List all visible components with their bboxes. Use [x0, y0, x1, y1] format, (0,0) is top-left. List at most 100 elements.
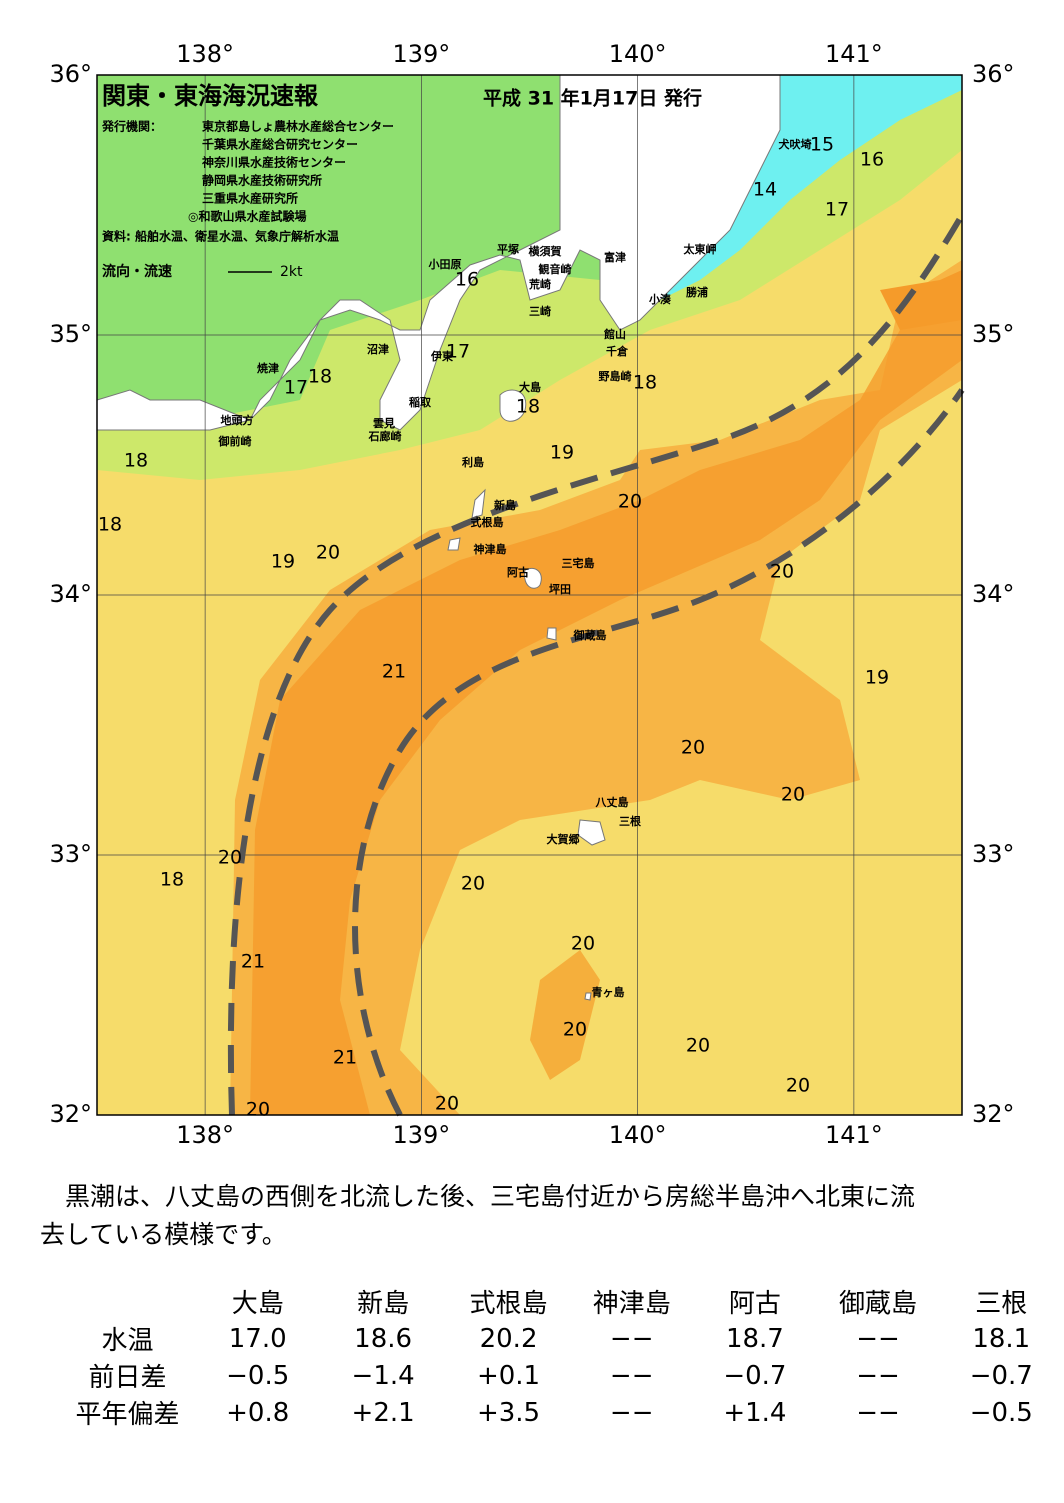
place-name: 御前崎	[218, 434, 252, 448]
lon-label: 141°	[825, 40, 883, 68]
isotherm-label: 20	[461, 873, 485, 895]
column-header: 阿古	[728, 1289, 781, 1319]
place-name: 地頭方	[221, 413, 254, 427]
isotherm-label: 20	[618, 491, 642, 513]
isotherm-label: 20	[786, 1075, 810, 1097]
isotherm-label: 16	[455, 269, 479, 291]
column-header: 新島	[357, 1289, 410, 1319]
map-title: 関東・東海海況速報	[102, 82, 319, 110]
isotherm-label: 16	[860, 149, 884, 171]
isotherm-label: 20	[571, 933, 595, 955]
isotherm-label: 18	[124, 450, 148, 472]
place-name: 平塚	[497, 242, 519, 256]
lat-label: 33°	[972, 840, 1015, 868]
cell: −−	[856, 1360, 900, 1391]
publisher: ◎和歌山県水産試験場	[188, 209, 306, 224]
place-name: 三崎	[529, 304, 551, 318]
row-label: 平年偏差	[75, 1400, 180, 1430]
place-name: 坪田	[549, 583, 571, 596]
isotherm-label: 18	[516, 396, 540, 418]
place-name: 八丈島	[595, 795, 629, 809]
column-header: 大島	[231, 1289, 284, 1319]
cell: −1.4	[351, 1360, 415, 1391]
row: 平年偏差 +0.8 +2.1 +3.5 −− +1.4 −− −0.5	[60, 1394, 1064, 1431]
legend-label: 流向・流速	[102, 263, 172, 280]
lat-label: 35°	[49, 320, 92, 348]
cell: −0.5	[969, 1397, 1033, 1428]
place-name: 館山	[603, 327, 626, 341]
cell: −0.7	[969, 1360, 1033, 1391]
lat-label: 36°	[972, 60, 1015, 88]
place-name: 犬吠埼	[779, 137, 812, 151]
place-name: 大賀郷	[547, 832, 580, 846]
place-name: 勝浦	[686, 285, 708, 299]
place-name: 太東岬	[683, 242, 717, 256]
place-name: 大島	[519, 380, 541, 394]
isotherm-label: 20	[686, 1035, 710, 1057]
paragraph: 黒潮は、八丈島の西側を北流した後、三宅島付近から房総半島沖へ北東に流 去している…	[40, 1178, 915, 1254]
paragraph-line: 黒潮は、八丈島の西側を北流した後、三宅島付近から房総半島沖へ北東に流	[40, 1182, 916, 1211]
lat-label: 35°	[972, 320, 1015, 348]
column-header: 神津島	[592, 1289, 671, 1319]
row-label: 水温	[101, 1326, 154, 1356]
data-table: 大島 新島 式根島 神津島 阿古 御蔵島 三根 水温 17.0 18.6 20.2 −− 18.7 −− 1…	[60, 1283, 1064, 1431]
isotherm-label: 19	[271, 551, 295, 573]
publisher: 東京都島しょ農林水産総合センター	[202, 119, 394, 134]
isotherm-label: 19	[550, 442, 574, 464]
map: 関東・東海海況速報 平成 31 年1月17日 発行 発行機関： 資料: 船舶水温…	[49, 40, 1015, 1149]
place-name: 沼津	[367, 342, 389, 356]
place-name: 稲取	[409, 395, 431, 409]
cell: +0.8	[226, 1397, 290, 1428]
cell: −−	[609, 1397, 654, 1428]
lon-label: 138°	[176, 40, 234, 68]
place-name: 雲見	[373, 417, 395, 430]
lat-label: 34°	[972, 580, 1015, 608]
cell: +2.1	[351, 1397, 415, 1428]
publisher: 三重県水産研究所	[202, 191, 298, 206]
place-name: 三宅島	[562, 556, 595, 570]
isotherm-label: 20	[218, 847, 242, 869]
row: 水温 17.0 18.6 20.2 −− 18.7 −− 18.1	[60, 1320, 1064, 1357]
isotherm-label: 20	[246, 1099, 270, 1121]
place-name: 富津	[604, 250, 626, 264]
lat-label: 33°	[49, 840, 92, 868]
place-name: 御蔵島	[573, 628, 607, 642]
place-name: 石廊崎	[368, 429, 402, 443]
place-name: 野島崎	[599, 369, 632, 383]
cell: −−	[856, 1397, 900, 1428]
place-name: 阿古	[507, 565, 529, 579]
cell: 18.1	[972, 1323, 1031, 1354]
isotherm-label: 20	[435, 1093, 459, 1115]
place-name: 神津島	[474, 542, 507, 556]
cell: −−	[856, 1323, 900, 1354]
publisher: 静岡県水産技術研究所	[202, 173, 322, 188]
legend-scale: 2kt	[280, 264, 303, 280]
map-frame	[96, 74, 963, 1116]
cell: +0.1	[476, 1360, 541, 1391]
cell: 18.6	[354, 1323, 413, 1354]
cell: −0.7	[723, 1360, 787, 1391]
isotherm-label: 21	[382, 661, 406, 683]
cell: 20.2	[479, 1323, 538, 1354]
column-header: 三根	[975, 1289, 1028, 1319]
cell: +1.4	[723, 1397, 787, 1428]
place-name: 式根島	[471, 515, 504, 529]
header-row: 大島 新島 式根島 神津島 阿古 御蔵島 三根	[60, 1283, 1064, 1320]
place-name: 千倉	[606, 344, 629, 358]
place-name: 小田原	[428, 257, 462, 271]
place-name: 焼津	[257, 361, 279, 375]
place-name: 横須賀	[529, 244, 562, 258]
isotherm-label: 21	[241, 951, 265, 973]
land	[96, 74, 781, 1001]
place-name: 荒崎	[528, 277, 551, 291]
cell: −−	[609, 1323, 654, 1354]
place-name: 利島	[462, 455, 484, 469]
place-name: 青ヶ島	[592, 985, 625, 999]
column-header: 御蔵島	[839, 1289, 918, 1319]
isotherm-label: 14	[753, 179, 777, 201]
isotherm-label: 18	[98, 514, 122, 536]
publisher: 千葉県水産総合研究センター	[202, 137, 358, 152]
paragraph-line: 去している模様です。	[40, 1220, 287, 1249]
isotherm-label: 18	[160, 869, 184, 891]
isotherm-label: 15	[810, 134, 834, 156]
